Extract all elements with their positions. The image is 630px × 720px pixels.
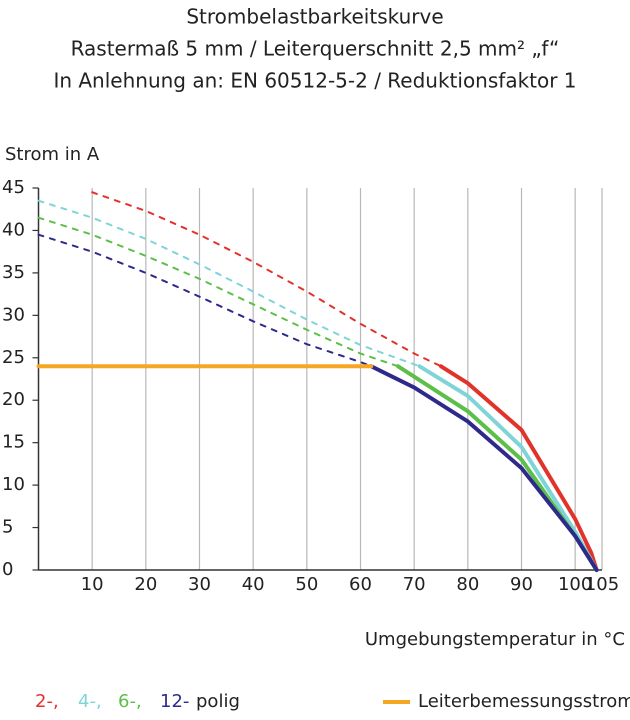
y-tick-label: 45 [2, 177, 25, 198]
x-tick-label: 10 [81, 574, 104, 595]
x-tick-label: 40 [242, 574, 265, 595]
x-tick-label: 105 [585, 574, 619, 595]
chart-subtitle: Rastermaß 5 mm / Leiterquerschnitt 2,5 m… [71, 37, 560, 61]
y-tick-label: 25 [2, 347, 25, 368]
x-tick-label: 70 [403, 574, 426, 595]
chart-subtitle: In Anlehnung an: EN 60512-5-2 / Reduktio… [53, 69, 576, 93]
x-tick-label: 20 [134, 574, 157, 595]
y-tick-label: 0 [2, 559, 13, 580]
line-dashed [37, 199, 421, 368]
y-tick-label: 20 [2, 389, 25, 410]
y-axis-label: Strom in A [5, 144, 100, 165]
line-dashed [91, 191, 442, 368]
line-dashed [37, 233, 373, 368]
line [439, 364, 599, 572]
legend-label: polig [196, 691, 240, 712]
legend-label: Leiterbemessungsstrom [418, 691, 630, 712]
legend-label: 6-, [118, 691, 142, 712]
x-axis-label: Umgebungstemperatur in °C [365, 629, 625, 650]
legend-label: 12- [160, 691, 189, 712]
x-tick-label: 100 [558, 574, 592, 595]
y-tick-label: 5 [2, 517, 13, 538]
y-tick-label: 40 [2, 219, 25, 240]
x-tick-label: 30 [188, 574, 211, 595]
x-tick-label: 80 [456, 574, 479, 595]
x-tick-label: 50 [295, 574, 318, 595]
x-tick-label: 60 [349, 574, 372, 595]
x-tick-label: 90 [510, 574, 533, 595]
chart-title: Strombelastbarkeitskurve [186, 5, 443, 29]
y-tick-label: 10 [2, 474, 25, 495]
legend-label: 4-, [78, 691, 102, 712]
y-tick-label: 30 [2, 304, 25, 325]
y-tick-label: 15 [2, 432, 25, 453]
y-tick-label: 35 [2, 262, 25, 283]
legend-label: 2-, [35, 691, 59, 712]
line [369, 364, 599, 572]
line-dashed [37, 216, 400, 368]
